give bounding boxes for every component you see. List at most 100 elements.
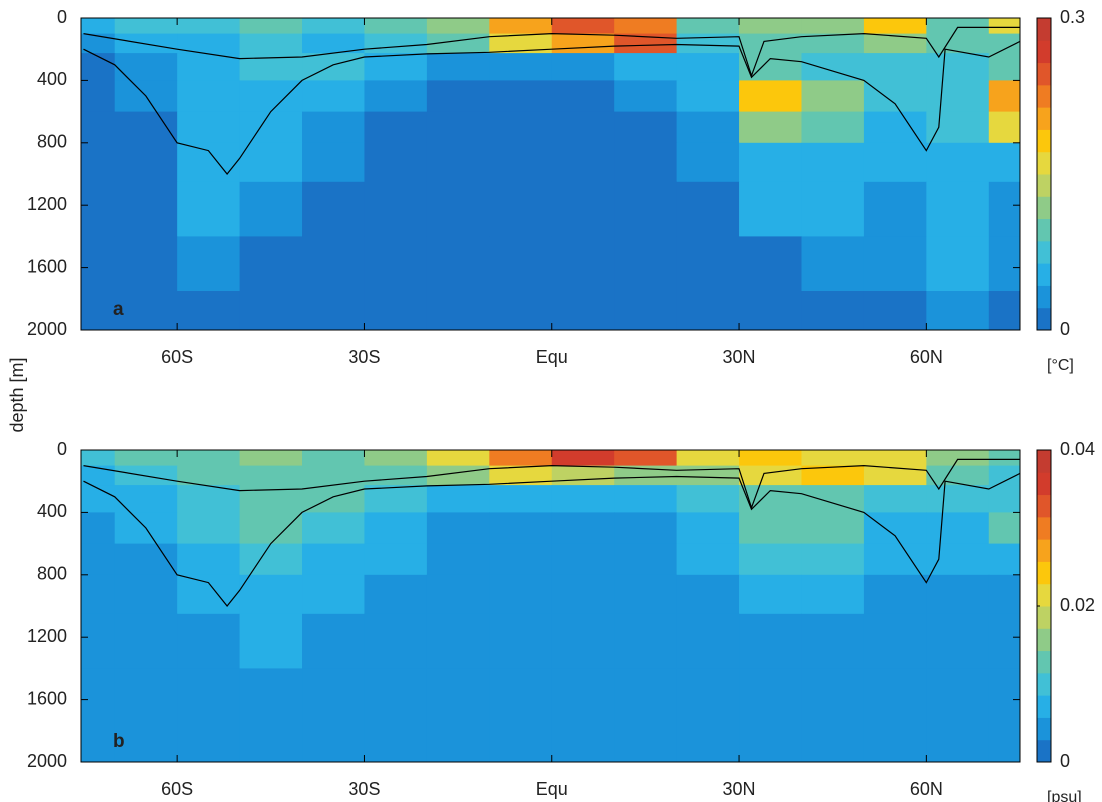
contour-cell bbox=[739, 485, 802, 513]
contour-cell bbox=[551, 18, 615, 35]
y-tick-label: 1600 bbox=[27, 256, 67, 276]
contour-cell bbox=[302, 33, 365, 54]
contour-cell bbox=[926, 111, 990, 144]
contour-cell bbox=[426, 512, 490, 545]
contour-cell bbox=[239, 512, 303, 545]
contour-cell bbox=[239, 291, 303, 331]
contour-cell bbox=[114, 111, 178, 144]
contour-cell bbox=[364, 291, 428, 331]
contour-cell bbox=[676, 80, 740, 113]
contour-cell bbox=[302, 80, 365, 113]
y-tick-label: 1200 bbox=[27, 194, 67, 214]
contour-cell bbox=[551, 485, 615, 513]
contour-cell bbox=[863, 723, 927, 763]
contour-cell bbox=[114, 543, 178, 576]
colorbar-segment bbox=[1037, 218, 1051, 242]
contour-cell bbox=[988, 512, 1021, 545]
contour-cell bbox=[364, 111, 428, 144]
contour-cell bbox=[988, 613, 1021, 669]
contour-cell bbox=[988, 142, 1021, 183]
contour-cell bbox=[739, 18, 802, 35]
contour-cell bbox=[551, 142, 615, 183]
contour-cell bbox=[81, 543, 116, 576]
contour-cell bbox=[801, 465, 865, 486]
contour-cell bbox=[988, 18, 1021, 35]
contour-cell bbox=[863, 80, 927, 113]
contour-cell bbox=[863, 53, 927, 81]
contour-cell bbox=[614, 18, 678, 35]
contour-cell bbox=[489, 80, 553, 113]
contour-cell bbox=[302, 450, 365, 467]
contour-cell bbox=[676, 485, 740, 513]
contour-cell bbox=[489, 450, 553, 467]
contour-cell bbox=[239, 181, 303, 237]
y-tick-label: 800 bbox=[37, 564, 67, 584]
contour-cell bbox=[302, 142, 365, 183]
colorbar-segment bbox=[1037, 285, 1051, 309]
x-tick-label: Equ bbox=[536, 347, 568, 367]
x-tick-label: 60S bbox=[161, 779, 193, 799]
colorbar-segment bbox=[1037, 695, 1051, 718]
contour-cell bbox=[239, 543, 303, 576]
contour-cell bbox=[801, 613, 865, 669]
contour-cell bbox=[239, 18, 303, 35]
x-tick-label: 60N bbox=[910, 779, 943, 799]
contour-cell bbox=[551, 53, 615, 81]
contour-cell bbox=[114, 450, 178, 467]
contour-cell bbox=[926, 450, 990, 467]
x-tick-label: Equ bbox=[536, 779, 568, 799]
contour-cell bbox=[551, 613, 615, 669]
contour-cell bbox=[926, 53, 990, 81]
colorbar-segment bbox=[1037, 650, 1051, 674]
contour-cell bbox=[81, 18, 116, 35]
contour-cell bbox=[239, 574, 303, 615]
contour-cell bbox=[926, 668, 990, 724]
contour-cell bbox=[801, 574, 865, 615]
contour-cell bbox=[614, 291, 678, 331]
contour-cell bbox=[926, 465, 990, 486]
contour-cell bbox=[551, 291, 615, 331]
contour-cell bbox=[239, 668, 303, 724]
contour-cell bbox=[676, 142, 740, 183]
contour-cell bbox=[614, 512, 678, 545]
contour-cell bbox=[489, 18, 553, 35]
contour-cell bbox=[114, 181, 178, 237]
contour-cell bbox=[863, 574, 927, 615]
contour-cell bbox=[739, 236, 802, 292]
contour-cell bbox=[364, 574, 428, 615]
contour-cell bbox=[926, 485, 990, 513]
contour-cell bbox=[988, 53, 1021, 81]
contour-cell bbox=[801, 142, 865, 183]
contour-cell bbox=[863, 512, 927, 545]
contour-cell bbox=[926, 543, 990, 576]
x-tick-label: 60S bbox=[161, 347, 193, 367]
contour-cell bbox=[551, 723, 615, 763]
contour-cell bbox=[239, 33, 303, 54]
contour-cell bbox=[863, 450, 927, 467]
y-tick-label: 1200 bbox=[27, 626, 67, 646]
contour-cell bbox=[801, 33, 865, 54]
contour-cell bbox=[364, 18, 428, 35]
contour-cell bbox=[364, 465, 428, 486]
contour-cell bbox=[114, 723, 178, 763]
contour-cell bbox=[489, 465, 553, 486]
contour-cell bbox=[676, 181, 740, 237]
contour-cell bbox=[426, 236, 490, 292]
contour-cell bbox=[489, 543, 553, 576]
contour-cell bbox=[489, 33, 553, 54]
y-tick-label: 0 bbox=[57, 7, 67, 27]
contour-cell bbox=[177, 181, 241, 237]
colorbar-segment bbox=[1037, 18, 1051, 41]
contour-cell bbox=[239, 142, 303, 183]
contour-cell bbox=[302, 465, 365, 486]
colorbar-segment bbox=[1037, 307, 1051, 331]
contour-cell bbox=[81, 574, 116, 615]
contour-cell bbox=[489, 181, 553, 237]
contour-cell bbox=[302, 291, 365, 331]
colorbar-segment bbox=[1037, 539, 1051, 562]
contour-cell bbox=[988, 543, 1021, 576]
contour-cell bbox=[364, 53, 428, 81]
contour-cell bbox=[926, 142, 990, 183]
contour-cell bbox=[81, 723, 116, 763]
contour-cell bbox=[177, 33, 241, 54]
